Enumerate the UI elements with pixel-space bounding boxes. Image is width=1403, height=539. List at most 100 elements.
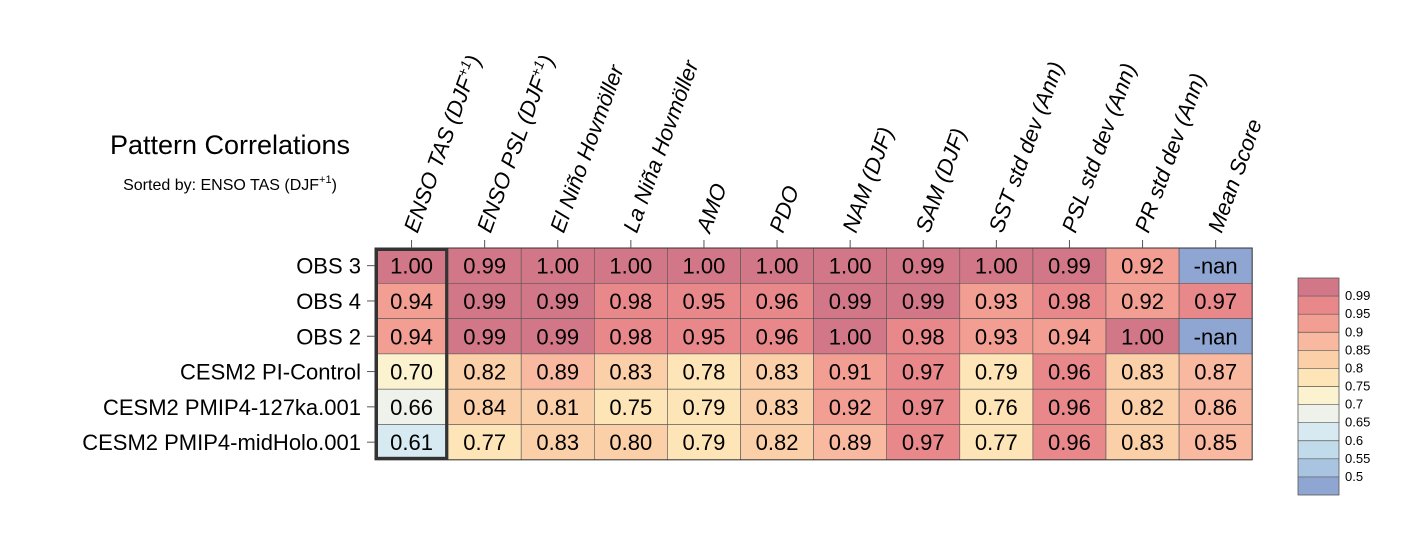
colorbar-label: 0.8 (1345, 360, 1363, 375)
heatmap-cell (1178, 318, 1253, 355)
cell-value: 0.92 (1121, 254, 1164, 279)
heatmap-cell (1178, 247, 1253, 284)
cell-value: 0.99 (463, 324, 506, 349)
cell-value: 0.83 (756, 395, 799, 420)
row-labels: OBS 3 OBS 4 OBS 2 CESM2 PI-Control CESM2 PMI… (82, 254, 375, 455)
cell-value: 0.89 (536, 360, 579, 385)
colorbar-segment (1298, 386, 1339, 405)
colorbar-segment (1298, 476, 1339, 495)
cell-value: 1.00 (609, 254, 652, 279)
heatmap-cell (667, 388, 741, 425)
column-label: PR std dev (Ann) (1130, 70, 1211, 236)
cell-value: 0.80 (609, 430, 652, 455)
cell-value: 1.00 (829, 254, 872, 279)
cell-value: 0.99 (829, 289, 872, 314)
cell-value: 1.00 (756, 254, 799, 279)
cell-value: 0.75 (609, 395, 652, 420)
column-label: PSL std dev (Ann) (1057, 60, 1141, 236)
heatmap-cell (886, 247, 961, 284)
colorbar: 0.99 0.95 0.9 0.85 0.8 0.75 0.7 0.65 0.6 0.55 0.5 (1297, 277, 1370, 496)
colorbar-segment (1298, 332, 1339, 351)
column-label: Mean Score (1203, 116, 1267, 236)
heatmap-cell (813, 424, 887, 461)
cell-value: 0.82 (1121, 395, 1164, 420)
cell-value: 0.96 (1048, 395, 1091, 420)
heatmap-cell (1032, 353, 1107, 390)
heatmap-cell (447, 247, 522, 284)
chart-title: Pattern Correlations (110, 130, 350, 160)
heatmap-cell (959, 353, 1034, 390)
heatmap-cell (667, 318, 741, 355)
cell-value: 0.92 (1121, 289, 1164, 314)
heatmap-cell (520, 353, 595, 390)
cell-value: 1.00 (1121, 324, 1164, 349)
cell-value: 0.99 (902, 289, 945, 314)
cell-value: 0.99 (1048, 254, 1091, 279)
heatmap-cell (667, 247, 741, 284)
column-label: AMO (690, 180, 731, 238)
column-label: El Niño Hovmöller (545, 60, 629, 236)
cell-value: -nan (1194, 254, 1238, 279)
cell-value: 0.87 (1194, 360, 1237, 385)
cell-value: 0.83 (1121, 430, 1164, 455)
cell-value: 0.96 (756, 289, 799, 314)
cell-value: 1.00 (829, 324, 872, 349)
cell-value: 0.97 (902, 360, 945, 385)
colorbar-frame (1297, 277, 1340, 496)
column-label: PDO (764, 182, 804, 235)
heatmap-cell (813, 282, 887, 319)
colorbar-label: 0.95 (1345, 306, 1370, 321)
cell-value: 0.89 (829, 430, 872, 455)
colorbar-segment (1298, 368, 1339, 387)
heatmap-cell (593, 424, 668, 461)
heatmap-cell (593, 282, 668, 319)
cell-value: 0.83 (609, 360, 652, 385)
cell-value: 0.99 (902, 254, 945, 279)
cell-value: 0.98 (609, 324, 652, 349)
cell-value: 0.92 (829, 395, 872, 420)
cell-value: 0.94 (390, 289, 433, 314)
heatmap-cell (593, 318, 668, 355)
colorbar-segment (1298, 440, 1339, 459)
colorbar-label: 0.65 (1345, 415, 1370, 430)
heatmap-cell (959, 424, 1034, 461)
heatmap-cell (447, 388, 522, 425)
column-labels: ENSO TAS (DJF+1)ENSO PSL (DJF+1)El Niño … (399, 51, 1267, 248)
heatmap-cell (374, 282, 449, 319)
heatmap-cell (740, 424, 814, 461)
column-label: ENSO PSL (DJF+1) (471, 51, 559, 235)
heatmap-cell (740, 247, 814, 284)
cell-value: 1.00 (683, 254, 726, 279)
cell-value: 0.77 (463, 430, 506, 455)
cell-value: 0.99 (463, 254, 506, 279)
cell-value: 1.00 (536, 254, 579, 279)
heatmap-cell (1178, 424, 1253, 461)
cell-value: 0.91 (829, 360, 872, 385)
cell-value: 0.98 (902, 324, 945, 349)
cell-value: 0.93 (975, 324, 1018, 349)
cell-value: 0.95 (683, 324, 726, 349)
row-label: CESM2 PMIP4-midHolo.001 (82, 430, 361, 455)
cell-value: 0.83 (756, 360, 799, 385)
heatmap-cell (740, 388, 814, 425)
row-label: CESM2 PI-Control (180, 360, 361, 385)
column-label: SAM (DJF) (910, 125, 971, 236)
cell-value: 0.85 (1194, 430, 1237, 455)
heatmap-cell (1105, 318, 1180, 355)
heatmap-cell (740, 282, 814, 319)
heatmap-cell (374, 318, 449, 355)
chart-subtitle: Sorted by: ENSO TAS (DJF+1) (123, 174, 337, 194)
heatmap-cell (1105, 353, 1180, 390)
cell-value: 0.83 (536, 430, 579, 455)
cell-value: 0.70 (390, 360, 433, 385)
cell-value: 1.00 (975, 254, 1018, 279)
cell-value: 0.81 (536, 395, 579, 420)
heatmap-cell (1032, 424, 1107, 461)
cell-value: 0.96 (1048, 430, 1091, 455)
heatmap-cell (1178, 353, 1253, 390)
row-label: OBS 3 (296, 254, 361, 279)
cell-value: 0.94 (390, 324, 433, 349)
heatmap-cell (813, 318, 887, 355)
cell-value: 0.86 (1194, 395, 1237, 420)
